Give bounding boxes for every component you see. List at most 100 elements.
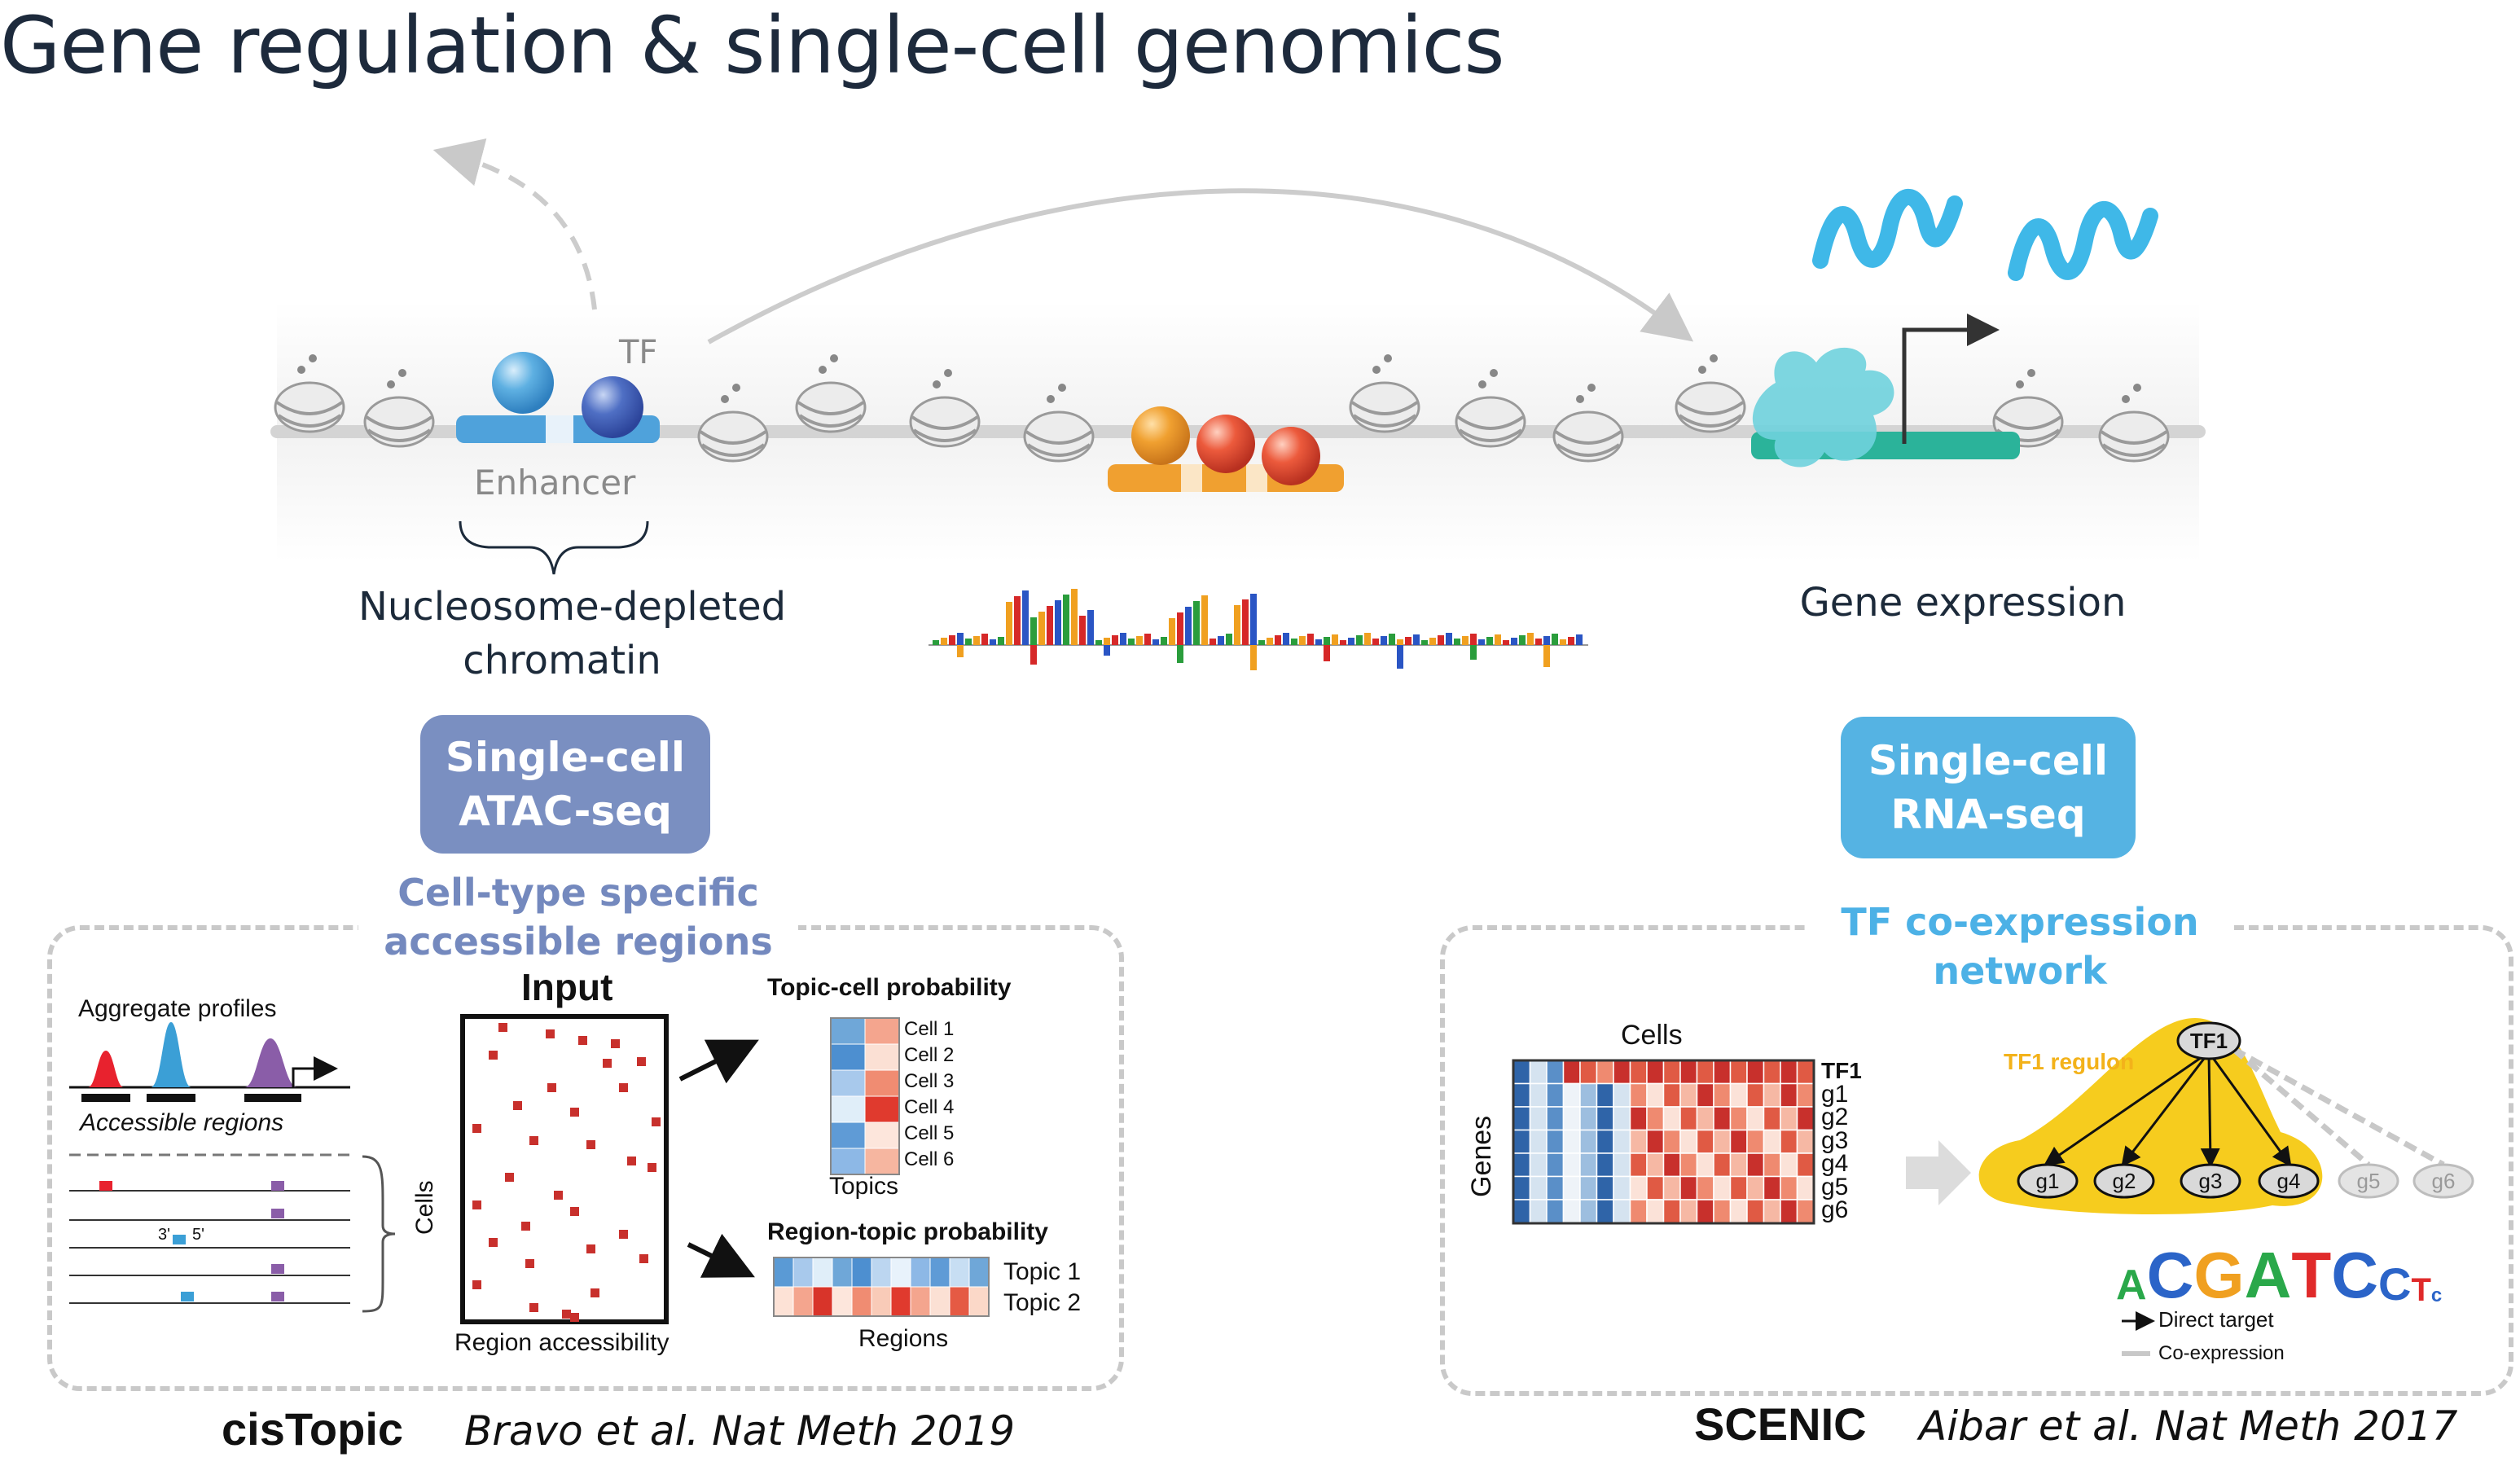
motif-letter-mark [1258, 640, 1265, 645]
input-dot [611, 1039, 620, 1048]
motif-letter-mark [1144, 634, 1151, 645]
scenic-citation: Aibar et al. Nat Meth 2017 [1919, 1402, 2458, 1450]
motif-letter-mark [1495, 634, 1501, 645]
input-dot [586, 1140, 595, 1149]
motif-letter-mark [1030, 617, 1037, 645]
motif-letter-mark [973, 636, 980, 645]
input-dot [489, 1238, 498, 1247]
histone-tail-dot [1372, 366, 1381, 374]
track-signal [271, 1209, 284, 1218]
motif-letter-mark [1079, 616, 1086, 645]
accessible-regions-label: Accessible regions [80, 1109, 284, 1136]
nucleosome-depleted-line1: Nucleosome-depleted [358, 584, 787, 630]
motif-negative-mark [1324, 645, 1330, 661]
motif-negative-mark [1250, 645, 1257, 670]
tf-red-sphere-2-icon [1262, 427, 1320, 485]
sequence-motif-logo [929, 589, 1588, 670]
motif-letter-mark [1429, 638, 1436, 645]
histone-tail-dot-2 [1587, 384, 1596, 392]
track-signal [271, 1181, 284, 1191]
topic-label: Topic 1 [1003, 1258, 1082, 1285]
regulon-edge [2044, 1051, 2210, 1166]
nucleosome-icon [697, 410, 769, 463]
input-dot [619, 1230, 628, 1239]
rna-transcript-icon [1812, 188, 1963, 269]
motif-letter-mark [1356, 635, 1363, 645]
target-node [2093, 1163, 2155, 1199]
motif-letter-mark [1438, 635, 1444, 645]
motif-letter-mark [1006, 602, 1012, 645]
nucleosome-depleted-label: Nucleosome-depleted chromatin [358, 580, 787, 687]
nucleosome-wrap [1994, 415, 2062, 430]
input-dot [554, 1191, 563, 1200]
rna-badge-line2: RNA-seq [1890, 791, 2086, 838]
motif-letter: T [2411, 1272, 2431, 1308]
motif-letter: C [2146, 1239, 2194, 1311]
input-dot [521, 1222, 530, 1231]
input-dot [505, 1173, 514, 1182]
histone-tail-dot [2122, 395, 2130, 403]
gene-row-label: g5 [1821, 1173, 1849, 1200]
motif-letter-mark [1340, 640, 1346, 645]
three-prime-label: 3' [158, 1226, 170, 1244]
nucleosome-wrap-2 [798, 414, 863, 428]
motif-letter-mark [1478, 639, 1485, 645]
input-dot [570, 1207, 579, 1216]
motif-letter-mark [1242, 599, 1249, 645]
motif-letter-mark [965, 639, 972, 645]
histone-tail-dot [1478, 380, 1486, 388]
nucleosome-wrap [1554, 430, 1622, 445]
regulon-edge [2200, 1051, 2220, 1168]
genes-axis-label: Genes [1466, 1115, 1497, 1197]
motif-letter-mark [1299, 636, 1306, 645]
input-matrix [460, 1014, 669, 1324]
motif-letter-mark [1421, 640, 1428, 645]
motif-letter-mark [941, 638, 947, 645]
cell-label: Cell 3 [904, 1070, 955, 1092]
motif-letter-mark [1446, 633, 1452, 645]
motif-negative-mark [957, 645, 964, 657]
regulation-arc-arrow-icon [707, 188, 1694, 345]
motif-letter-mark [1519, 635, 1526, 645]
topic-cell-title: Topic-cell probability [767, 974, 1012, 1001]
motif-letter-mark [1291, 639, 1297, 645]
histone-tail-dot [1698, 366, 1706, 374]
page-title: Gene regulation & single-cell genomics [0, 0, 1504, 91]
motif-letter-mark [1161, 637, 1167, 645]
motif-negative-mark [1030, 645, 1037, 665]
tf-orange-sphere-icon [1131, 406, 1190, 465]
enhancer-bracket [459, 520, 649, 575]
histone-tail-dot-2 [309, 354, 317, 362]
cell-label: Cell 4 [904, 1096, 955, 1118]
histone-tail-dot [297, 366, 305, 374]
histone-tail-dot-2 [1490, 369, 1498, 377]
motif-letter: A [2244, 1239, 2292, 1311]
histone-tail-dot-2 [1058, 384, 1066, 392]
target-node [2017, 1163, 2079, 1199]
motif-negative-mark [1397, 645, 1403, 669]
gene-row-label: g6 [1821, 1196, 1849, 1223]
rna-subtitle: TF co-expression network [1808, 898, 2232, 995]
motif-letter-mark [1104, 638, 1110, 645]
input-dot [603, 1059, 612, 1068]
motif-letter-mark [1543, 636, 1550, 645]
scenic-cells-label: Cells [1621, 1020, 1683, 1051]
rna-subtitle-line1: TF co-expression [1841, 900, 2199, 944]
region-accessibility-label: Region accessibility [454, 1329, 670, 1356]
nucleosome-wrap-2 [1556, 443, 1621, 457]
motif-letter-mark [1332, 634, 1338, 645]
motif-letter-mark [1389, 634, 1395, 645]
motif-letter-mark [1381, 636, 1387, 645]
histone-tail-dot-2 [732, 384, 740, 392]
motif-letter-mark [1201, 595, 1208, 645]
atac-badge-line2: ATAC-seq [459, 788, 672, 835]
atac-badge-line1: Single-cell [445, 734, 686, 781]
motif-negative-mark [1543, 645, 1550, 667]
nucleosome-icon [1675, 381, 1746, 433]
motif-letter-mark [1486, 637, 1493, 645]
nucleosome-icon [1023, 410, 1095, 463]
histone-tail-dot [2016, 380, 2024, 388]
motif-letter-mark [1552, 634, 1558, 645]
five-prime-label: 5' [192, 1226, 204, 1244]
